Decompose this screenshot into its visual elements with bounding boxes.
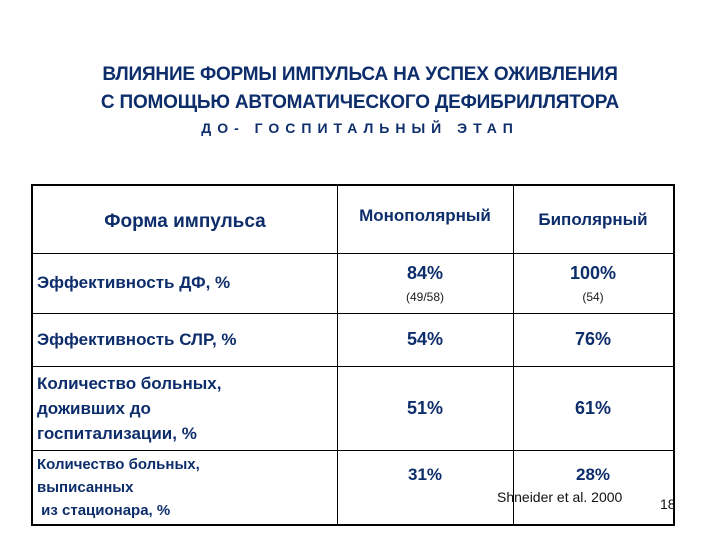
header-monophasic: Монополярный	[359, 206, 491, 225]
value-detail: (49/58)	[405, 289, 445, 304]
row-label-line: выписанных	[37, 478, 134, 496]
row-label-line: Количество больных,	[37, 455, 200, 473]
value-cell-biphasic: 100% (54)	[513, 253, 673, 313]
value-cell-biphasic: 76%	[513, 313, 673, 366]
value-cell-monophasic: 54%	[337, 313, 513, 366]
header-label: Форма импульса	[104, 210, 266, 232]
column-divider	[337, 186, 338, 524]
row-label-line: Количество больных,	[37, 373, 222, 393]
row-divider	[33, 366, 673, 367]
value-cell-monophasic: 31%	[337, 450, 513, 500]
row-label: Эффективность СЛР, %	[37, 329, 237, 349]
value: 100%	[569, 262, 617, 283]
value: 61%	[574, 397, 612, 418]
value: 28%	[575, 465, 611, 484]
value: 54%	[406, 329, 444, 349]
row-divider	[33, 313, 673, 314]
value-cell-biphasic: 28%	[513, 450, 673, 500]
comparison-table: Форма импульса Монополярный Биполярный Э…	[31, 184, 675, 526]
column-divider	[513, 186, 514, 524]
row-divider	[33, 450, 673, 451]
value-detail: (54)	[582, 289, 604, 304]
header-label-cell: Форма импульса	[33, 186, 337, 253]
value-cell-monophasic: 84% (49/58)	[337, 253, 513, 313]
row-divider	[33, 253, 673, 254]
row-label-line: доживших до	[37, 398, 151, 418]
row-label: Эффективность ДФ, %	[37, 273, 231, 292]
row-label-line: госпитализации, %	[37, 423, 197, 443]
value-cell-monophasic: 51%	[337, 366, 513, 450]
slide-title-line-2: С ПОМОЩЬЮ АВТОМАТИЧЕСКОГО ДЕФИБРИЛЛЯТОРА	[100, 92, 620, 113]
row-label-cell: Эффективность СЛР, %	[37, 313, 337, 366]
header-biphasic-cell: Биполярный	[513, 186, 673, 253]
header-monophasic-cell: Монополярный	[337, 186, 513, 246]
value-cell-biphasic: 61%	[513, 366, 673, 450]
value: 84%	[406, 262, 444, 283]
slide-subtitle: ДО- ГОСПИТАЛЬНЫЙ ЭТАП	[201, 120, 519, 136]
row-label-line: из стационара, %	[37, 501, 171, 519]
row-label-cell: Количество больных, доживших до госпитал…	[37, 366, 337, 450]
row-label-cell: Эффективность ДФ, %	[37, 253, 337, 313]
value: 51%	[406, 397, 444, 418]
slide-title-line-1: ВЛИЯНИЕ ФОРМЫ ИМПУЛЬСА НА УСПЕХ ОЖИВЛЕНИ…	[102, 64, 618, 85]
page-number: 18	[660, 496, 676, 512]
value: 31%	[407, 465, 443, 484]
citation: Shneider et al. 2000	[497, 489, 623, 505]
value: 76%	[574, 329, 612, 349]
header-biphasic: Биполярный	[538, 209, 648, 229]
row-label-cell: Количество больных, выписанных из стацио…	[37, 450, 337, 524]
